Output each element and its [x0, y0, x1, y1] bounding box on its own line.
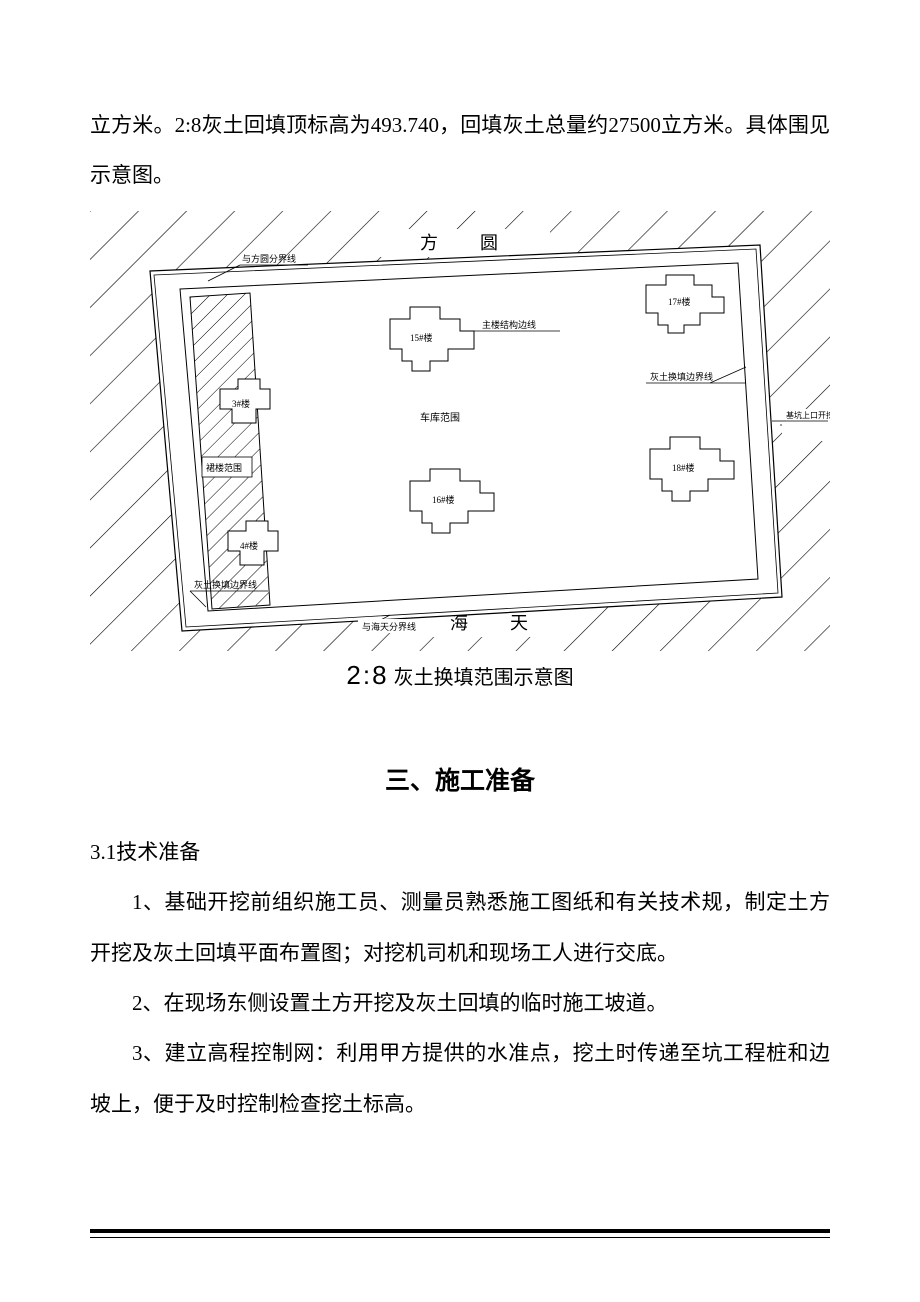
svg-text:15#楼: 15#楼	[410, 332, 433, 343]
footer-rule	[90, 1229, 830, 1238]
svg-text:3#楼: 3#楼	[232, 398, 250, 409]
item-3-1-1: 1、基础开挖前组织施工员、测量员熟悉施工图纸和有关技术规，制定土方开挖及灰土回填…	[90, 877, 830, 978]
label-soil-boundary-right: 灰土换填边界线	[650, 371, 713, 382]
diagram-caption: 2:8 灰土换填范围示意图	[90, 660, 830, 691]
item-3-1-3: 3、建立高程控制网：利用甲方提供的水准点，挖土时传递至坑工程桩和边坡上，便于及时…	[90, 1028, 830, 1129]
caption-ratio: 2:8	[346, 660, 388, 690]
subsection-3-1: 3.1技术准备	[90, 827, 830, 877]
item-3-1-2: 2、在现场东侧设置土方开挖及灰土回填的临时施工坡道。	[90, 978, 830, 1028]
label-bottom-boundary: 与海天分界线	[362, 621, 416, 632]
svg-text:4#楼: 4#楼	[240, 540, 258, 551]
label-area-bottom: 海 天	[450, 613, 540, 633]
svg-text:17#楼: 17#楼	[668, 296, 691, 307]
label-top-boundary: 与方圆分界线	[242, 253, 296, 264]
label-garage: 车库范围	[420, 411, 460, 424]
caption-text: 灰土换填范围示意图	[389, 667, 574, 689]
svg-text:18#楼: 18#楼	[672, 462, 695, 473]
label-main-structure: 主楼结构边线	[482, 319, 536, 330]
page: 立方米。2:8灰土回填顶标高为493.740，回填灰土总量约27500立方米。具…	[0, 0, 920, 1189]
label-area-top: 方 圆	[420, 233, 510, 253]
label-pit-edge: 基坑上口开挖边线	[786, 410, 830, 420]
section-3-heading: 三、施工准备	[90, 761, 830, 797]
label-podium: 裙楼范围	[206, 462, 242, 473]
label-soil-boundary-left: 灰土换填边界线	[194, 579, 257, 590]
paragraph-top: 立方米。2:8灰土回填顶标高为493.740，回填灰土总量约27500立方米。具…	[90, 100, 830, 201]
svg-text:16#楼: 16#楼	[432, 494, 455, 505]
diagram-svg: 方 圆 海 天 裙楼范围 3#楼 4#楼	[90, 211, 830, 651]
site-diagram: 方 圆 海 天 裙楼范围 3#楼 4#楼	[90, 211, 830, 691]
